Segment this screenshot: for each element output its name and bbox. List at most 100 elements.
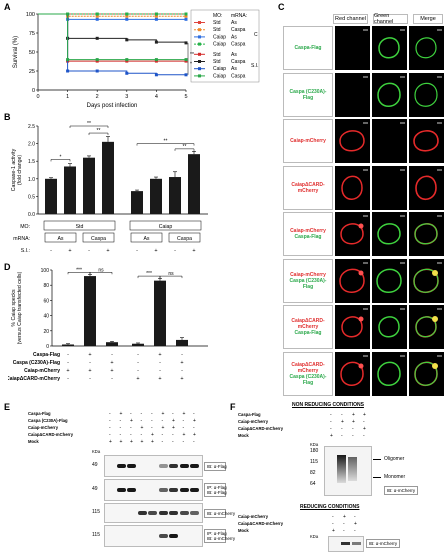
data-point xyxy=(125,71,129,75)
data-point xyxy=(184,12,188,16)
legend-marker xyxy=(198,35,201,39)
blot-condition-mark: - xyxy=(140,417,143,424)
x-axis-label: Days post infection xyxy=(87,103,138,109)
cell-outline xyxy=(341,316,363,338)
oligomer-label: Oligomer xyxy=(384,456,405,462)
micrograph-green xyxy=(372,258,407,303)
legend-group-c: C xyxy=(254,32,258,38)
nonreducing-title: NON REDUCING CONDITIONS xyxy=(292,402,364,408)
legend-marker xyxy=(198,60,201,63)
header-green-channel: Green channel xyxy=(373,13,408,25)
blot-condition-mark: + xyxy=(182,431,186,438)
micrograph-row: Caspa-Flag xyxy=(283,26,444,76)
antibody-label: IP: α-Flag IB: α-Flag xyxy=(204,483,227,497)
data-point xyxy=(95,59,99,63)
data-point xyxy=(154,14,158,18)
condition-mark: + xyxy=(88,368,91,374)
series-line xyxy=(38,13,187,43)
bar xyxy=(154,280,166,346)
blot-condition-mark: + xyxy=(193,417,196,424)
legend-mrna: Caspa xyxy=(231,27,246,33)
y-axis-label: (versus Caiap transfected cells) xyxy=(17,271,23,344)
micrograph-row: Caspa (C230A)- Flag xyxy=(283,72,444,123)
blot-band xyxy=(137,511,147,515)
mrna-value: Caspa xyxy=(91,236,106,242)
blot-condition-label: Caiap-mCherry xyxy=(238,419,269,424)
speck xyxy=(432,362,438,369)
blot-band xyxy=(158,488,168,492)
legend-mo: Caiap xyxy=(213,34,226,40)
si-mark: + xyxy=(154,248,157,254)
cell-image xyxy=(341,169,368,200)
legend-mrna: Caspa xyxy=(231,42,246,48)
legend-mo: Caiap xyxy=(213,42,226,48)
blot-condition-label: Caspa (C230A)-Flag xyxy=(28,418,68,423)
blot-condition-mark: - xyxy=(354,527,356,534)
panel-label-b: B xyxy=(4,112,11,122)
cell-outline xyxy=(415,175,437,200)
bar xyxy=(106,342,118,346)
construct-label: Caspa (C230A)- xyxy=(289,277,327,284)
data-point xyxy=(95,36,99,40)
cell-image xyxy=(363,76,368,77)
blot-condition-mark: + xyxy=(343,513,346,520)
micrograph-row-label: Caspa (C230A)- Flag xyxy=(283,72,333,117)
legend-mo: Std xyxy=(213,52,221,58)
blot-condition-mark: - xyxy=(172,438,174,445)
cell-image xyxy=(415,308,442,338)
y-tick-label: 0.5 xyxy=(28,194,35,200)
blot-condition-mark: + xyxy=(363,425,366,432)
blot-band xyxy=(127,464,136,468)
significance-bracket xyxy=(50,159,71,162)
cell-image xyxy=(414,76,442,107)
blot-condition-mark: + xyxy=(130,417,133,424)
blot-condition-mark: + xyxy=(140,424,144,431)
blot-condition-mark: - xyxy=(119,431,122,438)
data-point xyxy=(95,69,99,73)
condition-mark: + xyxy=(110,360,113,366)
blot-condition-mark: + xyxy=(172,424,175,431)
blot-condition-mark: + xyxy=(130,438,133,445)
legend-mrna: Caspa xyxy=(231,73,246,79)
antibody-text: IB: α-mCherry xyxy=(207,536,236,541)
blot-band xyxy=(169,464,178,468)
micrograph-green xyxy=(372,305,407,349)
micrograph-green xyxy=(372,165,407,210)
speck xyxy=(432,269,438,276)
blot-condition-mark: - xyxy=(172,410,174,417)
mrna-box xyxy=(82,232,115,243)
blot-condition-mark: - xyxy=(341,432,343,439)
bar xyxy=(83,157,95,214)
legend-mrna: As xyxy=(231,20,237,26)
data-point xyxy=(125,12,129,16)
micrograph-row: CaiapΔCARD-mCherry xyxy=(283,165,444,216)
micrograph-merge xyxy=(409,305,444,349)
condition-mark: + xyxy=(180,376,183,382)
condition-mark: - xyxy=(181,352,183,358)
y-tick-label: 2.0 xyxy=(28,142,35,148)
construct-label: mCherry xyxy=(297,367,319,374)
blot-condition-label: Caspa-Flag xyxy=(28,411,51,416)
molecular-weight-marker: 115 xyxy=(310,459,318,465)
blot-condition-mark: - xyxy=(363,432,365,439)
legend-marker xyxy=(198,52,201,56)
data-point xyxy=(66,69,70,73)
bar xyxy=(45,178,57,214)
blot-condition-mark: - xyxy=(130,424,132,431)
micrograph-row-label: CaiapΔCARD-mCherry Caspa (C230A)- Flag xyxy=(283,351,333,396)
blot-condition-mark: - xyxy=(332,520,334,527)
micrograph-green xyxy=(372,351,407,396)
cell-image xyxy=(340,215,368,245)
construct-label: Caspa-Flag xyxy=(294,330,322,336)
blot-condition-mark: - xyxy=(332,513,334,520)
molecular-weight-marker: 115 xyxy=(92,532,100,538)
construct-label: mCherry xyxy=(297,324,319,330)
condition-mark: - xyxy=(67,360,69,366)
construct-label: Caspa-Flag xyxy=(294,234,322,240)
micrograph-merge xyxy=(409,72,444,117)
blot-band xyxy=(190,464,199,468)
si-label: S.I.: xyxy=(21,248,30,254)
y-tick-label: 40 xyxy=(43,314,49,320)
micrograph-red xyxy=(335,305,370,349)
antibody-label: IB: α-mCherry xyxy=(366,539,401,548)
